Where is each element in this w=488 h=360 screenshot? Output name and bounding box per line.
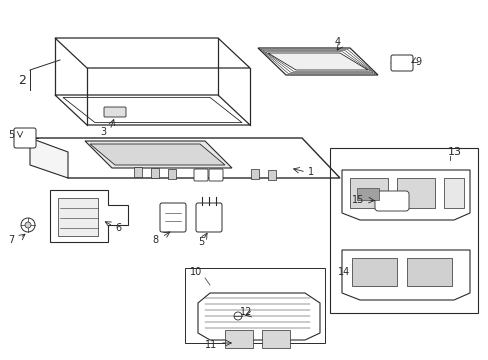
Text: 12: 12 <box>240 307 252 317</box>
Text: 15: 15 <box>351 195 364 205</box>
Text: 6: 6 <box>115 223 121 233</box>
Polygon shape <box>50 190 128 242</box>
Bar <box>151 168 159 178</box>
Bar <box>351 258 396 286</box>
Polygon shape <box>341 250 469 300</box>
Text: 5: 5 <box>198 237 204 247</box>
Bar <box>184 268 325 343</box>
FancyBboxPatch shape <box>374 191 408 211</box>
Bar <box>349 178 387 208</box>
Bar <box>267 170 275 180</box>
Bar <box>168 169 176 179</box>
Text: 9: 9 <box>414 57 420 67</box>
Text: 10: 10 <box>190 267 202 277</box>
Polygon shape <box>63 98 242 123</box>
Polygon shape <box>198 293 319 340</box>
Bar <box>224 330 252 348</box>
Bar <box>250 169 259 179</box>
FancyBboxPatch shape <box>194 169 207 181</box>
FancyBboxPatch shape <box>14 128 36 148</box>
Text: 4: 4 <box>334 37 341 47</box>
Polygon shape <box>55 38 249 68</box>
Text: 3: 3 <box>100 127 106 137</box>
Text: 14: 14 <box>337 267 349 277</box>
Bar <box>356 188 378 200</box>
FancyBboxPatch shape <box>390 55 412 71</box>
Polygon shape <box>85 141 231 168</box>
Bar <box>329 148 477 313</box>
Polygon shape <box>90 144 224 165</box>
Text: 1: 1 <box>307 167 313 177</box>
Text: 2: 2 <box>18 73 26 86</box>
FancyBboxPatch shape <box>160 203 185 232</box>
Bar <box>262 330 289 348</box>
FancyBboxPatch shape <box>196 203 222 232</box>
FancyBboxPatch shape <box>208 169 223 181</box>
Text: 7: 7 <box>8 235 14 245</box>
Bar <box>134 167 142 177</box>
Polygon shape <box>341 170 469 220</box>
Bar <box>406 258 451 286</box>
Bar <box>58 198 98 236</box>
Polygon shape <box>55 95 249 125</box>
Bar <box>443 178 463 208</box>
Text: 13: 13 <box>447 147 461 157</box>
Text: 8: 8 <box>152 235 158 245</box>
Polygon shape <box>267 53 367 70</box>
FancyBboxPatch shape <box>104 107 126 117</box>
Polygon shape <box>30 138 339 178</box>
Polygon shape <box>30 138 68 178</box>
Circle shape <box>25 222 31 228</box>
Polygon shape <box>258 48 377 75</box>
Text: 11: 11 <box>204 340 217 350</box>
Bar <box>396 178 434 208</box>
Text: 5: 5 <box>8 130 14 140</box>
